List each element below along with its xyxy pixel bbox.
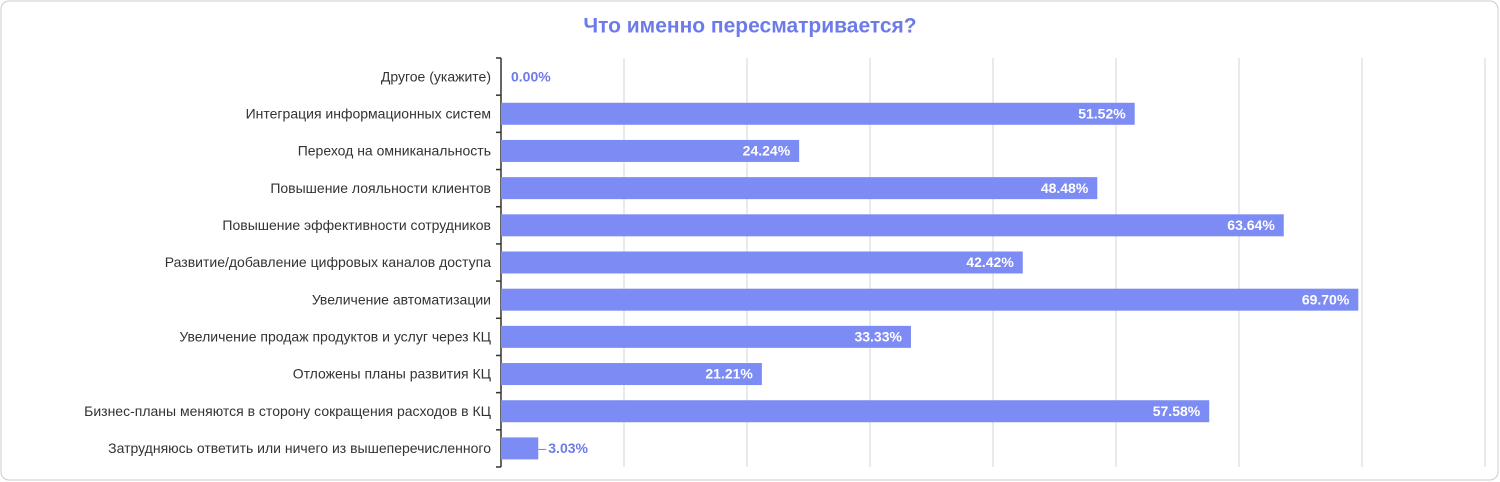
y-tick-label: Отложены планы развития КЦ (293, 366, 492, 382)
bar (501, 214, 1284, 237)
bar (501, 363, 762, 386)
bar (501, 400, 1210, 423)
value-label: 21.21% (705, 366, 753, 382)
bar (501, 437, 539, 460)
value-label: 51.52% (1078, 105, 1126, 121)
y-tick-label: Повышение эффективности сотрудников (222, 217, 491, 233)
bar (501, 325, 911, 348)
value-label: 57.58% (1153, 403, 1201, 419)
bar (501, 251, 1023, 274)
y-tick-label: Интеграция информационных систем (246, 105, 491, 121)
y-tick-label: Затрудняюсь ответить или ничего из вышеп… (108, 440, 491, 456)
y-tick-label: Повышение лояльности клиентов (270, 180, 491, 196)
value-label: 3.03% (548, 440, 588, 456)
value-label: 63.64% (1227, 217, 1275, 233)
value-label: 0.00% (511, 68, 551, 84)
y-tick-label: Бизнес-планы меняются в сторону сокращен… (84, 403, 491, 419)
y-tick-label: Увеличение продаж продуктов и услуг чере… (179, 329, 491, 345)
value-label: 69.70% (1302, 291, 1350, 307)
value-label: 48.48% (1041, 180, 1089, 196)
y-tick-label: Увеличение автоматизации (312, 291, 491, 307)
y-tick-label: Другое (укажите) (381, 68, 491, 84)
value-label: 42.42% (966, 254, 1014, 270)
y-tick-label: Переход на омниканальность (298, 143, 491, 159)
value-label: 24.24% (743, 143, 791, 159)
bar (501, 288, 1359, 311)
y-tick-label: Развитие/добавление цифровых каналов дос… (165, 254, 491, 270)
bar (501, 177, 1098, 200)
chart-title: Что именно пересматривается? (583, 15, 916, 38)
bar (501, 139, 800, 162)
value-label: 33.33% (854, 329, 902, 345)
bar (501, 102, 1135, 125)
